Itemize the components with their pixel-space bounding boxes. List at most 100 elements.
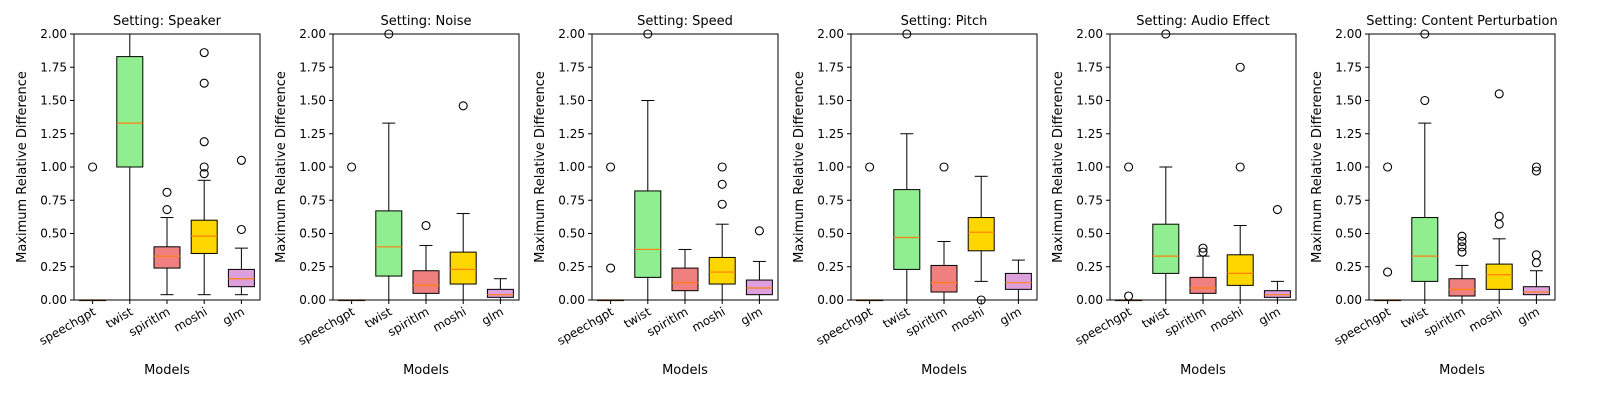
y-tick-label: 1.25	[1076, 127, 1103, 141]
outlier-point	[939, 162, 949, 172]
outlier-point	[1531, 258, 1541, 268]
y-tick-label: 1.00	[1076, 160, 1103, 174]
outlier-point	[236, 155, 246, 165]
y-axis-label: Maximum Relative Difference	[274, 71, 289, 263]
y-tick-label: 0.25	[1076, 260, 1103, 274]
y-tick-label: 2.00	[1076, 27, 1103, 41]
y-tick-label: 0.75	[817, 193, 844, 207]
subplot-title: Setting: Speaker	[113, 14, 222, 29]
x-tick-label: glm	[738, 304, 765, 327]
x-tick-label: glm	[1515, 304, 1542, 327]
outlier-point	[1494, 219, 1504, 229]
box-iqr	[893, 189, 921, 270]
box-speechgpt	[597, 162, 625, 302]
x-tick-label: glm	[997, 304, 1024, 327]
subplot-2: Setting: Speed 0.00 0.25 0.50 0.75 1.00 1.25 1.…	[533, 14, 779, 378]
box-spiritlm	[930, 162, 958, 301]
outlier-point	[1494, 211, 1504, 221]
box-speechgpt	[1115, 162, 1143, 302]
box-iqr	[412, 270, 440, 294]
x-axis-label: Models	[144, 363, 190, 378]
y-axis-label: Maximum Relative Difference	[1310, 71, 1325, 263]
y-tick-label: 1.00	[558, 160, 585, 174]
outlier-point	[1457, 242, 1467, 252]
box-spiritlm	[153, 187, 181, 296]
y-tick-label: 0.00	[1076, 293, 1103, 307]
plot-frame	[1109, 33, 1297, 301]
y-tick-label: 0.00	[40, 293, 67, 307]
box-iqr	[153, 246, 181, 269]
box-moshi	[190, 48, 218, 296]
box-speechgpt	[1374, 162, 1402, 302]
x-tick-label: speechgpt	[37, 304, 99, 348]
y-tick-label: 1.00	[1335, 160, 1362, 174]
y-tick-label: 0.25	[40, 260, 67, 274]
plot-frame	[1368, 33, 1556, 301]
box-moshi	[449, 101, 477, 301]
y-tick-label: 1.75	[558, 60, 585, 74]
outlier-point	[1494, 89, 1504, 99]
x-axis-label: Models	[1439, 363, 1485, 378]
x-tick-label: spiritlm	[644, 304, 690, 339]
box-twist	[1411, 29, 1439, 301]
y-axis-label: Maximum Relative Difference	[15, 71, 30, 263]
x-tick-label: spiritlm	[126, 304, 172, 339]
subplot-title: Setting: Speed	[637, 14, 733, 29]
box-moshi	[967, 175, 995, 305]
y-tick-label: 2.00	[558, 27, 585, 41]
box-iqr	[967, 217, 995, 252]
outlier-point	[1531, 162, 1541, 172]
y-tick-label: 0.50	[1076, 227, 1103, 241]
y-tick-label: 0.50	[1335, 227, 1362, 241]
x-tick-label: moshi	[171, 304, 209, 334]
y-tick-label: 1.25	[40, 127, 67, 141]
box-iqr	[1152, 223, 1180, 274]
outlier-point	[1457, 236, 1467, 247]
box-spiritlm	[1189, 243, 1217, 301]
box-moshi	[1226, 62, 1254, 301]
y-tick-label: 1.00	[299, 160, 326, 174]
plot-frame	[591, 33, 779, 301]
box-iqr	[1226, 254, 1254, 286]
outlier-point	[1235, 62, 1245, 72]
subplot-1: Setting: Noise 0.00 0.25 0.50 0.75 1.00 1.25 1.…	[274, 14, 520, 378]
box-iqr	[1004, 272, 1032, 290]
box-glm	[745, 226, 773, 301]
x-tick-label: spiritlm	[1162, 304, 1208, 339]
box-glm	[486, 278, 514, 301]
outlier-point	[347, 162, 357, 172]
box-twist	[634, 29, 662, 301]
y-tick-label: 0.75	[299, 193, 326, 207]
x-tick-label: speechgpt	[296, 304, 358, 348]
x-tick-label: speechgpt	[555, 304, 617, 348]
x-tick-label: spiritlm	[385, 304, 431, 339]
y-tick-label: 2.00	[1335, 27, 1362, 41]
plot-frame	[850, 33, 1038, 301]
box-twist	[116, 33, 144, 301]
box-twist	[1152, 29, 1180, 301]
outlier-point	[199, 48, 209, 58]
outlier-point	[162, 205, 172, 215]
outlier-point	[458, 101, 468, 111]
plot-frame	[73, 33, 261, 301]
outlier-point	[717, 199, 727, 209]
subplot-title: Setting: Audio Effect	[1136, 14, 1270, 29]
box-iqr	[1448, 278, 1476, 297]
outlier-point	[1531, 250, 1541, 260]
box-iqr	[227, 268, 255, 288]
box-iqr	[375, 210, 403, 277]
y-tick-label: 1.00	[817, 160, 844, 174]
y-tick-label: 2.00	[299, 27, 326, 41]
outlier-point	[1420, 95, 1430, 106]
x-axis-label: Models	[1180, 363, 1226, 378]
box-iqr	[708, 256, 736, 285]
outlier-point	[199, 78, 209, 88]
box-iqr	[745, 279, 773, 296]
outlier-point	[717, 179, 727, 189]
box-spiritlm	[671, 248, 699, 301]
box-spiritlm	[1448, 231, 1476, 301]
box-iqr	[1485, 263, 1513, 290]
y-tick-label: 0.00	[817, 293, 844, 307]
y-tick-label: 2.00	[817, 27, 844, 41]
